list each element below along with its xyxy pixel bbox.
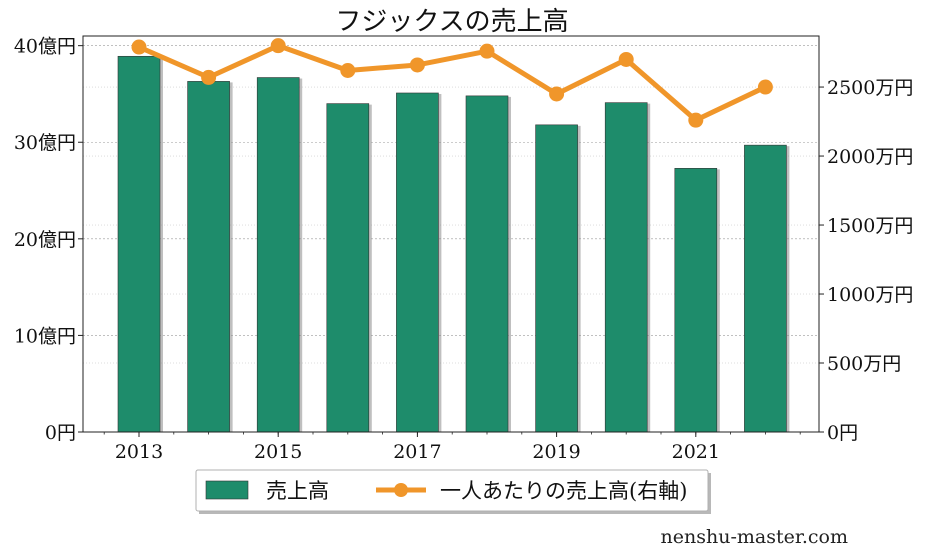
- plot-frame: [82, 35, 820, 433]
- y-left-tick-label: 10億円: [14, 325, 76, 347]
- bar: [744, 144, 787, 433]
- x-tick-label: 2019: [532, 441, 580, 463]
- line-point: [757, 79, 773, 95]
- y-left-tick-label: 40億円: [14, 36, 76, 58]
- line-point: [340, 62, 356, 78]
- legend-swatch-bar: [205, 480, 249, 500]
- line-point: [618, 51, 634, 67]
- bar: [674, 168, 718, 433]
- y-left-tick-label: 30億円: [14, 132, 76, 154]
- x-tick-label: 2017: [393, 441, 441, 463]
- line-series: [131, 38, 773, 128]
- y-right-tick-label: 1000万円: [827, 284, 913, 306]
- y-right-tick-label: 2500万円: [827, 77, 913, 99]
- x-tick-label: 2015: [254, 441, 302, 463]
- legend: 売上高 一人あたりの売上高(右軸): [195, 469, 711, 514]
- y-right-tick-label: 2000万円: [827, 146, 913, 168]
- x-tick-label: 2021: [672, 441, 720, 463]
- bar: [256, 77, 300, 433]
- chart-title: フジックスの売上高: [335, 7, 568, 37]
- axes: 0円 10億円 20億円 30億円 40億円 0円 500万円 1000万円 1500万円 200…: [14, 36, 914, 463]
- y-right-tick-label: 500万円: [827, 353, 901, 375]
- y-left-tick-label: 0円: [45, 422, 76, 444]
- bar-series: [117, 55, 790, 433]
- line-point: [131, 39, 147, 55]
- bar: [117, 55, 161, 433]
- line-point: [688, 112, 704, 128]
- line-point: [479, 43, 495, 59]
- bar: [326, 103, 370, 433]
- bar: [396, 92, 439, 433]
- y-right-tick-label: 0円: [827, 422, 858, 444]
- y-right-tick-label: 1500万円: [827, 215, 913, 237]
- x-tick-label: 2013: [115, 441, 163, 463]
- y-left-tick-label: 20億円: [14, 229, 76, 251]
- legend-label-line: 一人あたりの売上高(右軸): [440, 479, 687, 503]
- bar: [535, 124, 578, 433]
- line-point: [409, 57, 425, 73]
- bar: [465, 95, 509, 433]
- bar: [604, 102, 648, 433]
- legend-swatch-marker: [394, 483, 408, 497]
- bar: [187, 81, 230, 433]
- series-line: [138, 43, 767, 123]
- watermark: nenshu-master.com: [661, 526, 848, 548]
- legend-label-bar: 売上高: [266, 479, 329, 503]
- line-point: [549, 86, 565, 102]
- line-point: [270, 38, 286, 54]
- line-point: [201, 69, 217, 85]
